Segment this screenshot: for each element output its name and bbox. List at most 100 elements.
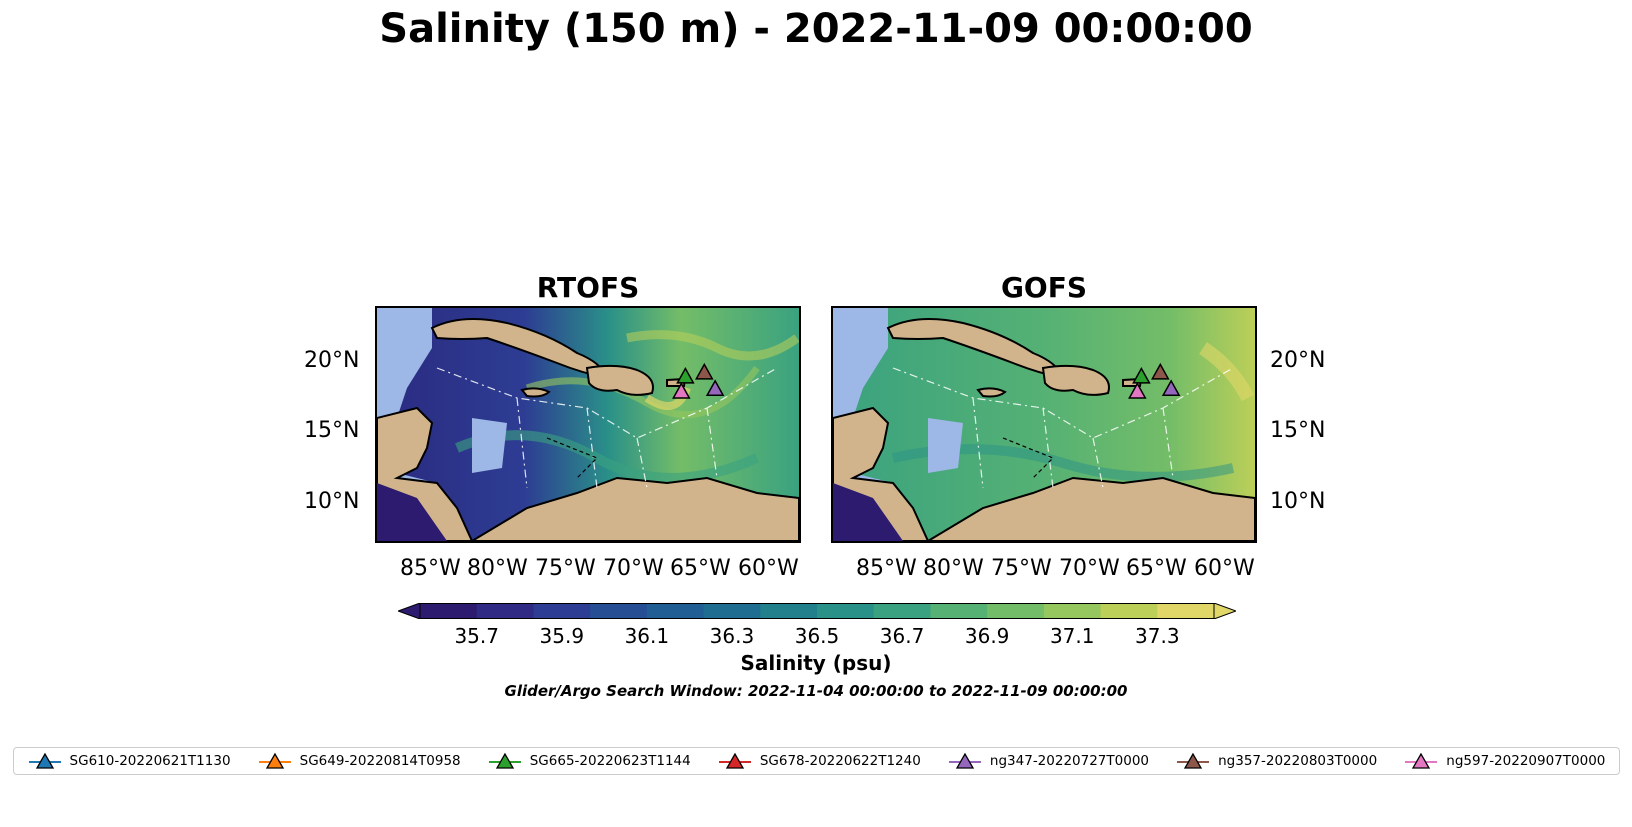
rtofs-markers xyxy=(672,362,725,399)
colorbar-extend-max xyxy=(1213,603,1236,619)
gofs-map xyxy=(831,306,1257,543)
lat-label-10n: 10°N xyxy=(1270,489,1326,514)
lon-label-85w: 85°W xyxy=(856,556,917,581)
legend-triangle-icon xyxy=(1405,752,1438,769)
legend-label: ng357-20220803T0000 xyxy=(1218,753,1378,769)
colorbar xyxy=(398,603,1236,619)
glider-marker-ng347 xyxy=(1161,379,1181,397)
colorbar-tick-label: 35.9 xyxy=(539,624,585,648)
legend-item: SG649-20220814T0958 xyxy=(258,752,461,770)
legend-item: ng357-20220803T0000 xyxy=(1176,752,1377,770)
colorbar-label: Salinity (psu) xyxy=(740,651,892,675)
search-window-note: Glider/Argo Search Window: 2022-11-04 00… xyxy=(504,682,1128,700)
lon-label-80w: 80°W xyxy=(467,556,528,581)
legend-item: SG665-20220623T1144 xyxy=(488,752,691,770)
colorbar-segment xyxy=(760,603,818,619)
colorbar-tick-label: 36.3 xyxy=(709,624,755,648)
legend-label: ng347-20220727T0000 xyxy=(989,753,1150,769)
glider-marker-ng597 xyxy=(1128,382,1147,399)
legend-item: ng597-20220907T0000 xyxy=(1404,752,1605,770)
legend-triangle-icon xyxy=(28,752,61,769)
colorbar-tick-label: 37.1 xyxy=(1049,624,1095,648)
legend-label: SG649-20220814T0958 xyxy=(299,753,461,769)
pacific-sea xyxy=(377,483,447,541)
glider-marker-ng357 xyxy=(1151,362,1170,380)
colorbar-segment xyxy=(646,603,705,619)
colorbar-ticks: 35.7 35.9 36.1 36.3 36.5 36.7 36.9 37.1 37.3 xyxy=(398,624,1236,650)
south-america-land xyxy=(470,476,799,541)
colorbar-segment xyxy=(476,603,535,619)
lon-label-75w: 75°W xyxy=(991,556,1052,581)
shelf-area xyxy=(377,308,432,418)
lon-label-65w: 65°W xyxy=(670,556,731,581)
eez-boundaries xyxy=(436,367,778,489)
eez-boundaries xyxy=(892,367,1234,489)
pacific-sea xyxy=(833,483,903,541)
legend-triangle-icon xyxy=(258,752,291,769)
colorbar-tick-label: 37.3 xyxy=(1135,624,1180,648)
lat-label-20n: 20°N xyxy=(304,348,360,373)
colorbar-extend-min xyxy=(398,603,421,619)
colorbar-tick-label: 36.7 xyxy=(879,624,925,648)
border-lines xyxy=(1002,437,1055,479)
south-america-land xyxy=(926,476,1255,541)
jamaica-land xyxy=(976,387,1007,398)
lon-label-80w: 80°W xyxy=(923,556,984,581)
colorbar-tick-label: 36.9 xyxy=(964,624,1010,648)
colorbar-segment xyxy=(703,603,761,619)
legend-triangle-icon xyxy=(948,752,981,769)
lat-label-15n: 15°N xyxy=(304,418,360,443)
colorbar-outline xyxy=(419,603,1215,619)
glider-marker-ng347 xyxy=(705,379,725,397)
rtofs-map xyxy=(375,306,801,543)
colorbar-segment xyxy=(817,603,875,619)
border-lines xyxy=(546,437,599,479)
shelf-area xyxy=(928,418,963,473)
salinity-swirl xyxy=(525,365,760,419)
jamaica-land xyxy=(520,387,551,398)
gofs-panel-title: GOFS xyxy=(1000,271,1088,304)
legend-label: SG665-20220623T1144 xyxy=(529,753,691,769)
legend: SG610-20220621T1130 SG649-20220814T0958 SG… xyxy=(13,747,1620,775)
colorbar-segment xyxy=(590,603,648,619)
colorbar-segment xyxy=(930,603,988,619)
lon-label-60w: 60°W xyxy=(738,556,799,581)
colorbar-segment xyxy=(420,603,478,619)
hispaniola-land xyxy=(585,364,654,396)
lat-label-15n: 15°N xyxy=(1270,418,1326,443)
colorbar-tick-label: 36.5 xyxy=(794,624,840,648)
lon-label-70w: 70°W xyxy=(603,556,664,581)
colorbar-segment xyxy=(1100,603,1158,619)
gofs-map-canvas xyxy=(833,308,1255,541)
hispaniola-land xyxy=(1041,364,1110,396)
legend-label: SG610-20220621T1130 xyxy=(69,753,231,769)
glider-marker-sg665 xyxy=(1132,366,1151,384)
lat-label-20n: 20°N xyxy=(1270,348,1326,373)
lon-label-85w: 85°W xyxy=(400,556,461,581)
page-title: Salinity (150 m) - 2022-11-09 00:00:00 xyxy=(379,6,1253,52)
glider-marker-ng357 xyxy=(695,362,714,380)
glider-marker-sg665 xyxy=(676,366,695,384)
rtofs-panel-title: RTOFS xyxy=(536,271,640,304)
lon-label-75w: 75°W xyxy=(535,556,596,581)
legend-item: SG610-20220621T1130 xyxy=(28,752,231,770)
legend-triangle-icon xyxy=(488,752,521,769)
salinity-swirl xyxy=(626,330,799,361)
colorbar-segment xyxy=(987,603,1045,619)
legend-item: SG678-20220622T1240 xyxy=(718,752,921,770)
legend-label: SG678-20220622T1240 xyxy=(759,753,921,769)
lon-label-65w: 65°W xyxy=(1126,556,1187,581)
colorbar-segment xyxy=(533,603,591,619)
colorbar-tick-label: 36.1 xyxy=(624,624,670,648)
legend-label: ng597-20220907T0000 xyxy=(1446,753,1606,769)
colorbar-segment xyxy=(1157,603,1215,619)
shelf-area xyxy=(833,308,888,418)
shelf-area xyxy=(472,418,507,473)
gofs-markers xyxy=(1128,362,1181,399)
lon-label-60w: 60°W xyxy=(1194,556,1255,581)
legend-triangle-icon xyxy=(718,752,751,769)
colorbar-segment xyxy=(873,603,932,619)
legend-item: ng347-20220727T0000 xyxy=(948,752,1149,770)
lon-label-70w: 70°W xyxy=(1059,556,1120,581)
legend-triangle-icon xyxy=(1177,752,1210,769)
